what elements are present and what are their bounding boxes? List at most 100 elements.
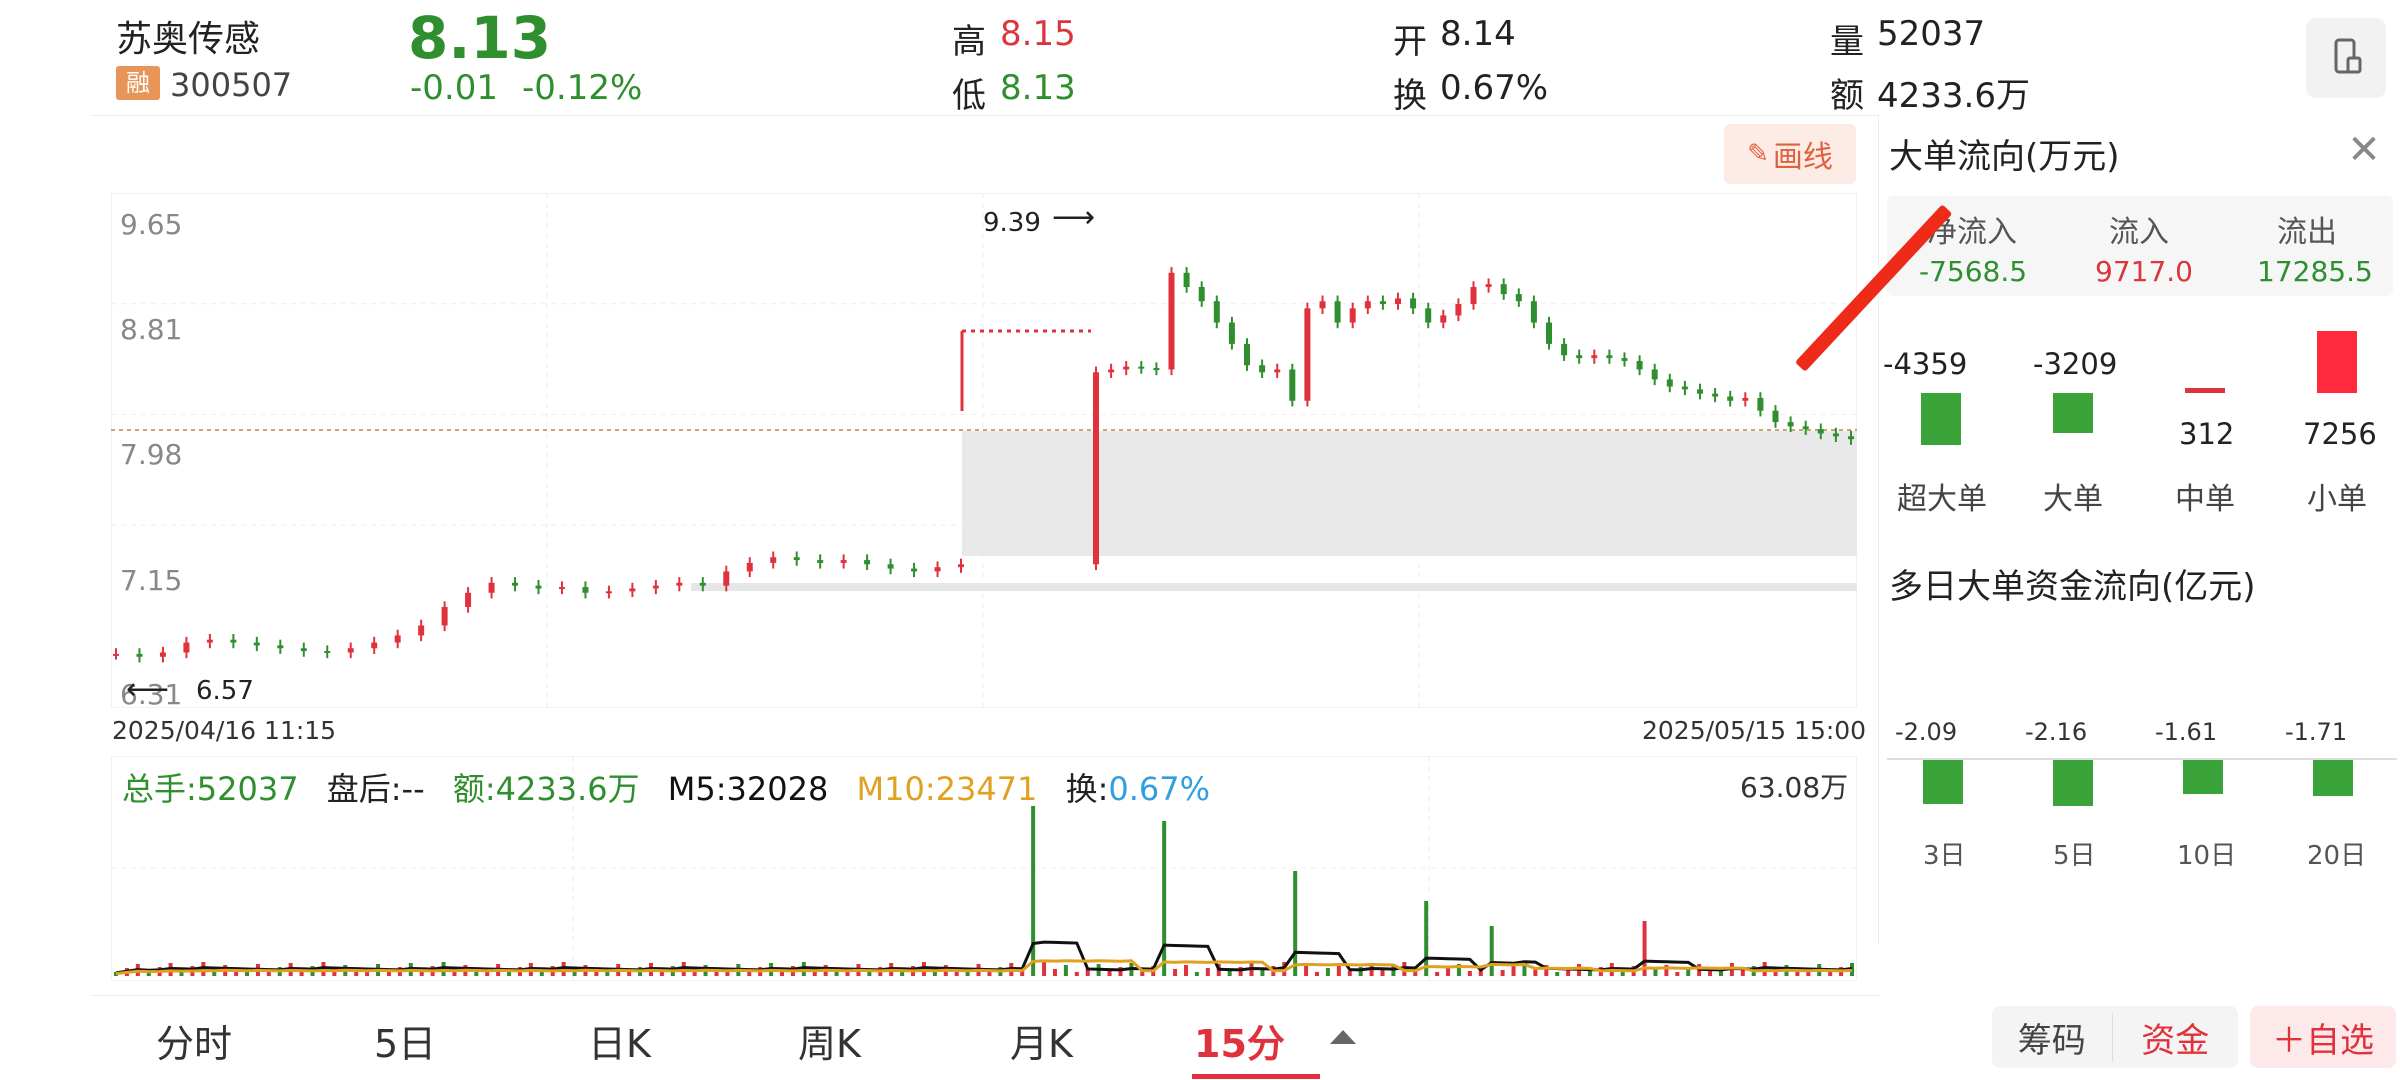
large-bar <box>2053 393 2093 433</box>
volume-bar <box>234 972 239 976</box>
candle <box>676 582 683 586</box>
draw-line-button[interactable]: ✎ 画线 <box>1724 124 1856 184</box>
candle <box>1364 301 1371 309</box>
candle <box>746 562 753 572</box>
period-more-icon[interactable] <box>1330 1030 1356 1044</box>
high-label: 高 <box>952 22 986 62</box>
multi-axis <box>1887 758 2397 760</box>
candle <box>1742 397 1749 401</box>
funds-toggle[interactable]: 筹码 资金 <box>1992 1006 2238 1068</box>
volume-bar <box>332 969 337 976</box>
candle <box>864 560 871 565</box>
candle <box>1500 284 1507 295</box>
volume-info: 总手:52037 盘后:-- 额:4233.6万 M5:32028 M10:23… <box>122 764 1210 810</box>
tab-monthly-k[interactable]: 月K <box>1010 1022 1073 1066</box>
candle <box>1787 422 1794 427</box>
volume-bar <box>1675 972 1680 976</box>
volume-bar <box>1533 969 1538 976</box>
last-price: 8.13 <box>408 4 552 72</box>
candle <box>1440 315 1447 323</box>
volume-bar <box>1336 964 1341 976</box>
volume-bar <box>1085 968 1090 976</box>
volume-bar <box>1740 970 1745 976</box>
super-large-label: 超大单 <box>1897 482 1987 517</box>
m5-value: M5:32028 <box>667 770 829 808</box>
out-label: 流出 <box>2277 215 2337 250</box>
candle <box>1183 272 1190 287</box>
volume-bar <box>1183 965 1188 976</box>
funds-button[interactable]: 资金 <box>2141 1020 2210 1061</box>
volume-bar <box>1140 970 1145 976</box>
candle <box>1123 366 1130 370</box>
candle <box>136 653 143 657</box>
close-button[interactable]: ✕ <box>2339 125 2389 175</box>
volume-bar <box>1413 969 1418 976</box>
candle <box>958 564 964 568</box>
volume-bar <box>386 971 391 976</box>
volume-bar <box>1074 972 1079 976</box>
volume-bar <box>1315 972 1320 976</box>
candle <box>230 639 237 643</box>
rotate-button[interactable] <box>2306 18 2386 98</box>
phone-rotate-icon <box>2334 38 2362 74</box>
candle <box>1228 322 1235 344</box>
volume-bar <box>1325 968 1330 976</box>
candle <box>1772 410 1779 423</box>
super-large-value: -4359 <box>1883 347 1968 381</box>
candle <box>1108 369 1115 373</box>
candle <box>1093 372 1099 565</box>
candle <box>1802 426 1809 430</box>
tab-5day[interactable]: 5日 <box>374 1022 437 1066</box>
volume-bar <box>1435 972 1440 976</box>
volume-bar <box>1456 964 1461 976</box>
medium-value: 312 <box>2179 417 2235 451</box>
volume-bar <box>1347 971 1352 976</box>
high-marker-arrow: ⟶ <box>1052 200 1096 235</box>
volume-bar <box>419 970 424 976</box>
tab-15min[interactable]: 15分 <box>1194 1022 1285 1066</box>
candle <box>582 587 589 593</box>
candle <box>418 625 425 636</box>
volume-bar <box>834 972 839 976</box>
volume-bar <box>1304 965 1309 976</box>
in-label: 流入 <box>2109 215 2169 250</box>
candle <box>1244 343 1250 366</box>
multi-20d-bar <box>2313 760 2353 796</box>
in-value: 9717.0 <box>2095 255 2193 288</box>
medium-label: 中单 <box>2175 482 2235 517</box>
medium-bar <box>2185 388 2225 393</box>
amount-value: 4233.6万 <box>1877 76 2030 116</box>
start-time: 2025/04/16 11:15 <box>112 716 337 745</box>
candle <box>1485 284 1492 287</box>
chips-button[interactable]: 筹码 <box>1992 1012 2113 1062</box>
tab-daily-k[interactable]: 日K <box>588 1022 651 1066</box>
tab-weekly-k[interactable]: 周K <box>798 1022 861 1066</box>
volume-bar <box>1664 965 1669 976</box>
volume-bar <box>1773 969 1778 976</box>
candle <box>652 585 659 589</box>
y-tick-5: 6.31 <box>120 678 183 711</box>
multi-3d-value: -2.09 <box>1895 718 1958 746</box>
candle <box>840 560 847 563</box>
candle <box>1591 355 1598 359</box>
volume-bar <box>1511 966 1516 976</box>
flow-title: 大单流向(万元) <box>1889 137 2120 177</box>
candle <box>770 557 777 563</box>
open-label: 开 <box>1393 22 1427 62</box>
tab-intraday[interactable]: 分时 <box>156 1022 233 1066</box>
candle <box>1304 308 1311 401</box>
candlestick-chart[interactable] <box>111 193 1857 708</box>
volume-bar <box>539 970 544 976</box>
multi-10d-value: -1.61 <box>2155 718 2218 746</box>
volume-bar <box>114 972 118 976</box>
candle <box>441 606 448 626</box>
volume-bar <box>354 972 359 976</box>
volume-bar <box>1642 921 1647 976</box>
add-watchlist-button[interactable]: ＋自选 <box>2250 1006 2396 1068</box>
volume-bar <box>1653 969 1658 976</box>
volume-chart[interactable] <box>111 756 1857 981</box>
y-tick-2: 8.81 <box>120 313 183 346</box>
margin-badge: 融 <box>116 66 160 100</box>
volume-bar <box>1424 901 1429 976</box>
candle <box>1425 308 1432 323</box>
